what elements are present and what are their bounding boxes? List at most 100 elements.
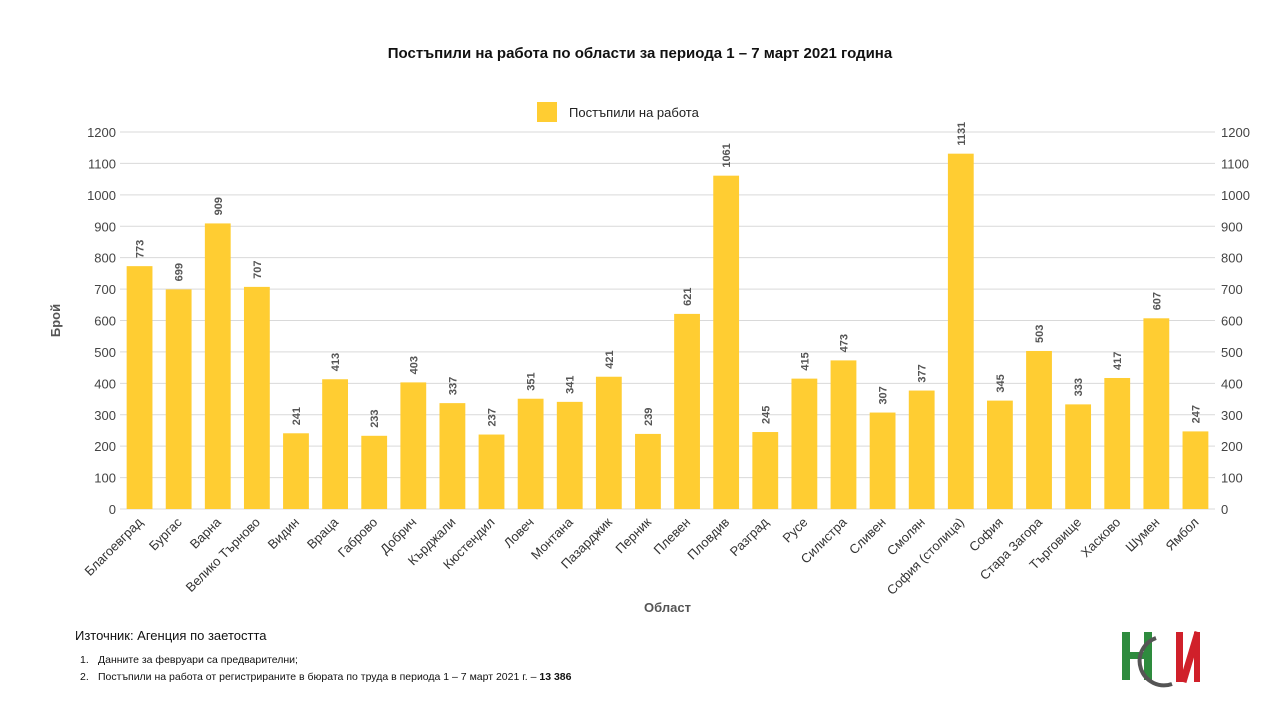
data-label: 237 xyxy=(487,408,499,426)
y-tick-left: 500 xyxy=(94,345,116,360)
bar xyxy=(1026,350,1052,509)
footnote-1: 1. Данните за февруари са предварителни; xyxy=(80,654,298,666)
bar xyxy=(1065,404,1092,509)
x-tick-label: Шумен xyxy=(1122,515,1162,555)
data-label: 415 xyxy=(799,352,811,370)
y-tick-left: 600 xyxy=(94,314,116,329)
y-tick-right: 800 xyxy=(1221,251,1243,266)
x-tick-label: Разград xyxy=(727,514,772,559)
y-tick-right: 0 xyxy=(1221,502,1228,517)
x-tick-label: Бургас xyxy=(146,514,185,553)
y-axis-title: Брой xyxy=(48,304,63,337)
bar xyxy=(322,379,348,509)
bar xyxy=(1104,377,1131,509)
chart-legend: Постъпили на работа xyxy=(537,102,699,122)
y-tick-right: 100 xyxy=(1221,471,1243,486)
y-tick-left: 800 xyxy=(94,251,116,266)
x-axis-title: Област xyxy=(644,600,691,615)
bar xyxy=(400,382,427,509)
bar xyxy=(204,223,231,510)
bar xyxy=(713,175,740,509)
bar xyxy=(283,433,309,509)
x-tick-label: Ямбол xyxy=(1163,515,1202,554)
legend-label: Постъпили на работа xyxy=(569,104,699,120)
data-label: 621 xyxy=(682,288,694,306)
bar xyxy=(791,378,818,509)
data-label: 337 xyxy=(447,377,459,395)
y-tick-left: 400 xyxy=(94,376,116,391)
bar xyxy=(1143,318,1170,509)
bar xyxy=(869,412,896,509)
data-label: 247 xyxy=(1190,405,1202,423)
data-label: 699 xyxy=(174,263,186,281)
bar xyxy=(126,266,153,509)
source-note: Източник: Агенция по заетостта xyxy=(75,628,267,643)
data-label: 245 xyxy=(760,406,772,424)
x-tick-label: Русе xyxy=(780,515,811,546)
data-label: 233 xyxy=(369,409,381,427)
x-tick-label: Враца xyxy=(304,514,342,552)
data-label: 707 xyxy=(252,261,264,279)
y-tick-right: 1200 xyxy=(1221,125,1250,140)
data-label: 403 xyxy=(408,356,420,374)
data-label: 909 xyxy=(213,197,225,215)
y-tick-right: 200 xyxy=(1221,439,1243,454)
data-label: 773 xyxy=(135,240,147,258)
x-tick-label: Сливен xyxy=(846,515,889,558)
data-label: 341 xyxy=(565,376,577,394)
y-tick-left: 200 xyxy=(94,439,116,454)
data-label: 239 xyxy=(643,408,655,426)
y-tick-left: 1200 xyxy=(87,125,116,140)
nsi-logo-icon xyxy=(1122,630,1200,688)
data-label: 241 xyxy=(291,407,303,425)
data-label: 421 xyxy=(604,350,616,368)
bar xyxy=(165,289,192,509)
y-tick-left: 900 xyxy=(94,219,116,234)
y-tick-right: 1100 xyxy=(1221,156,1249,171)
bar xyxy=(830,360,857,509)
bar xyxy=(361,435,388,509)
bar xyxy=(439,403,466,509)
y-tick-right: 400 xyxy=(1221,376,1243,391)
bar xyxy=(674,313,700,509)
bar xyxy=(243,286,270,509)
data-label: 417 xyxy=(1112,352,1124,370)
data-label: 607 xyxy=(1151,292,1163,310)
data-label: 1131 xyxy=(956,122,968,146)
bar xyxy=(517,398,544,509)
bar xyxy=(556,401,583,509)
x-tick-label: Велико Търново xyxy=(183,515,263,595)
x-tick-label: Перник xyxy=(612,514,654,556)
footnote-2: 2. Постъпили на работа от регистрираните … xyxy=(80,671,572,683)
bar xyxy=(478,434,505,509)
footnotes: 1. Данните за февруари са предварителни; … xyxy=(80,654,572,688)
y-tick-left: 100 xyxy=(94,471,116,486)
data-label: 413 xyxy=(330,353,342,371)
y-tick-right: 600 xyxy=(1221,314,1243,329)
y-tick-right: 900 xyxy=(1221,219,1243,234)
bar xyxy=(947,153,974,510)
x-tick-label: Хасково xyxy=(1078,515,1124,561)
data-label: 333 xyxy=(1073,378,1085,396)
bar xyxy=(987,400,1013,509)
x-tick-label: Благоевград xyxy=(81,514,146,579)
y-tick-right: 500 xyxy=(1221,345,1243,360)
data-label: 351 xyxy=(526,372,538,390)
x-tick-label: Габрово xyxy=(335,515,381,561)
x-tick-label: Варна xyxy=(187,514,225,552)
y-tick-left: 0 xyxy=(109,502,116,517)
data-label: 503 xyxy=(1034,325,1046,343)
y-tick-right: 700 xyxy=(1221,282,1243,297)
x-tick-label: Видин xyxy=(265,515,302,552)
y-tick-left: 1000 xyxy=(87,188,116,203)
x-tick-label: Пловдив xyxy=(684,514,732,562)
x-tick-label: Ловеч xyxy=(501,515,537,551)
y-tick-left: 1100 xyxy=(88,156,116,171)
bar xyxy=(595,376,622,509)
y-tick-left: 700 xyxy=(94,282,116,297)
legend-swatch xyxy=(537,102,557,122)
bar xyxy=(1182,431,1209,509)
data-label: 345 xyxy=(995,374,1007,392)
data-label: 1061 xyxy=(721,143,733,167)
